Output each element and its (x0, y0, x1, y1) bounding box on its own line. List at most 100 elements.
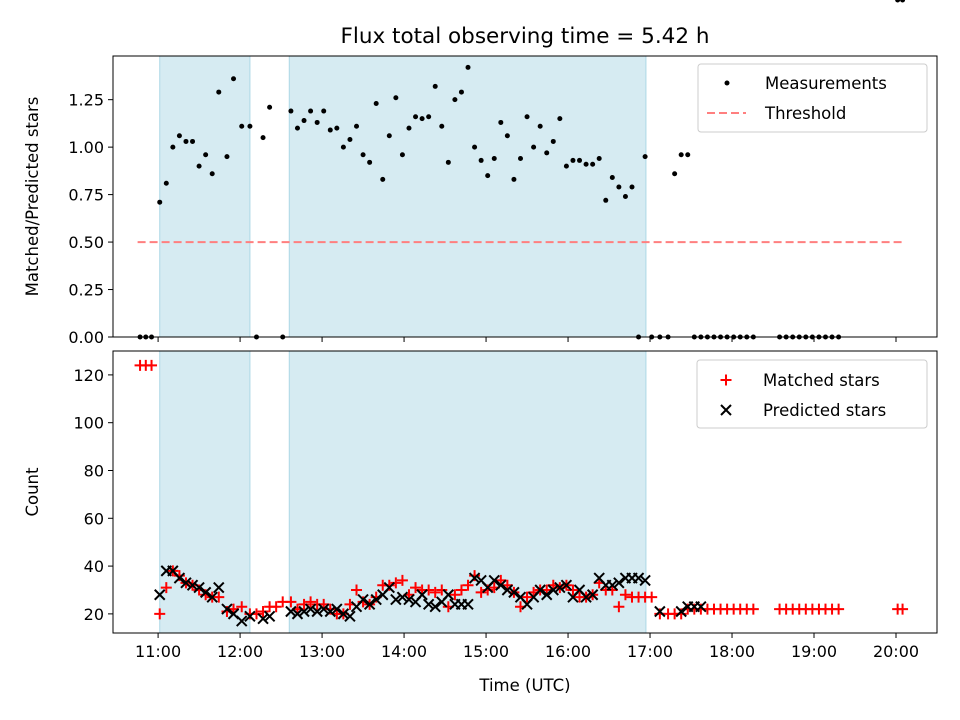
bottom-axes-frame (112, 350, 938, 634)
legend-predicted-marker (720, 404, 732, 416)
measurement-point (478, 157, 484, 163)
measurement-point (183, 138, 189, 144)
measurement-point (629, 184, 635, 190)
predicted-star-point (403, 593, 415, 606)
y-tick-label-3: 0.75 (68, 186, 104, 205)
measurement-point (308, 108, 314, 114)
matched-star-point (619, 589, 631, 601)
matched-star-point (298, 598, 310, 610)
measurement-point (321, 108, 327, 114)
predicted-star-point (324, 605, 336, 618)
measurement-point (524, 114, 530, 120)
predicted-star-point (370, 593, 382, 606)
matched-star-point (396, 574, 408, 586)
measurement-point (426, 114, 432, 120)
predicted-star-point (613, 577, 625, 589)
predicted-star-point (390, 593, 402, 606)
matched-star-point (613, 601, 625, 613)
measurement-point (380, 176, 386, 182)
predicted-star-point (429, 601, 441, 613)
predicted-star-point (298, 605, 310, 618)
y-tick-label-3: 80 (84, 461, 104, 480)
observing-window-0 (159, 55, 251, 338)
measurement-point (577, 157, 583, 163)
matched-star-point (154, 608, 166, 620)
legend-predicted-label: Predicted stars (763, 401, 886, 420)
measurement-point (465, 64, 471, 70)
predicted-star-point (263, 610, 276, 622)
measurement-point (231, 76, 237, 82)
predicted-star-point (580, 591, 592, 603)
predicted-star-point (244, 610, 256, 622)
x-tick-label-5: 16:00 (545, 642, 591, 661)
matched-star-point (455, 584, 467, 596)
predicted-star-point (462, 598, 474, 611)
x-tick-label-1: 12:00 (217, 642, 263, 661)
matched-star-point (270, 601, 282, 613)
matched-star-point (213, 591, 225, 603)
measurement-point (386, 133, 392, 139)
predicted-star-point (304, 603, 317, 615)
measurement-point (511, 176, 517, 182)
measurement-point (314, 119, 320, 125)
matched-star-point (833, 603, 845, 615)
predicted-star-point (416, 589, 428, 601)
measurement-point (267, 104, 273, 110)
observing-window-0 (159, 350, 251, 634)
matched-star-point (462, 579, 474, 591)
predicted-star-point (173, 572, 186, 584)
matched-star-point (646, 591, 658, 603)
matched-star-point (146, 359, 158, 371)
predicted-star-point (221, 603, 233, 615)
x-tick-label-3: 14:00 (381, 642, 427, 661)
x-axis-label: Time (UTC) (478, 676, 570, 695)
predicted-star-point (199, 586, 212, 599)
bottom-observing-windows (159, 350, 647, 634)
predicted-star-point (357, 593, 369, 606)
predicted-star-point (501, 584, 514, 596)
measurement-point (642, 154, 648, 160)
predicted-star-point (285, 605, 297, 618)
measurement-point (294, 125, 300, 131)
legend-matched-marker (720, 374, 732, 386)
measurement-point (596, 156, 602, 162)
bottom-legend: Matched stars Predicted stars (696, 359, 928, 429)
measurement-point (672, 171, 678, 177)
top-axes-frame (112, 55, 938, 338)
predicted-star-point (193, 581, 205, 594)
predicted-star-point (675, 605, 687, 618)
y-tick-label-2: 60 (84, 509, 104, 528)
measurement-point (393, 95, 399, 101)
measurement-point (616, 184, 622, 190)
predicted-star-point (331, 603, 343, 615)
measurement-point (360, 152, 366, 158)
matched-star-point (236, 601, 248, 613)
bottom-legend-box (696, 359, 928, 429)
y-tick-label-0: 20 (84, 605, 104, 624)
y-tick-label-1: 0.25 (68, 281, 104, 300)
matched-star-point (436, 584, 448, 596)
matched-star-point (160, 582, 172, 594)
measurement-point (504, 133, 510, 139)
measurement-point (622, 194, 628, 199)
measurement-point (517, 156, 523, 162)
predicted-star-point (547, 584, 559, 596)
measurement-point (373, 100, 379, 106)
top-legend: Measurements Threshold (697, 63, 928, 133)
measurement-point (472, 144, 478, 150)
measurement-point (354, 123, 360, 129)
matched-star-point (897, 603, 909, 615)
matched-star-point (305, 596, 317, 608)
measurement-point (603, 197, 609, 203)
measurement-point (288, 108, 294, 114)
measurement-point (550, 138, 556, 144)
predicted-star-point (396, 591, 409, 603)
y-tick-label-4: 1.00 (68, 138, 104, 157)
predicted-star-point (495, 579, 507, 591)
measurement-point (367, 159, 373, 165)
legend-threshold-label: Threshold (764, 104, 846, 123)
matched-star-point (390, 577, 402, 589)
y-tick-label-0: 0.00 (68, 328, 104, 347)
predicted-star-point (318, 603, 330, 615)
matched-star-point (521, 591, 533, 603)
